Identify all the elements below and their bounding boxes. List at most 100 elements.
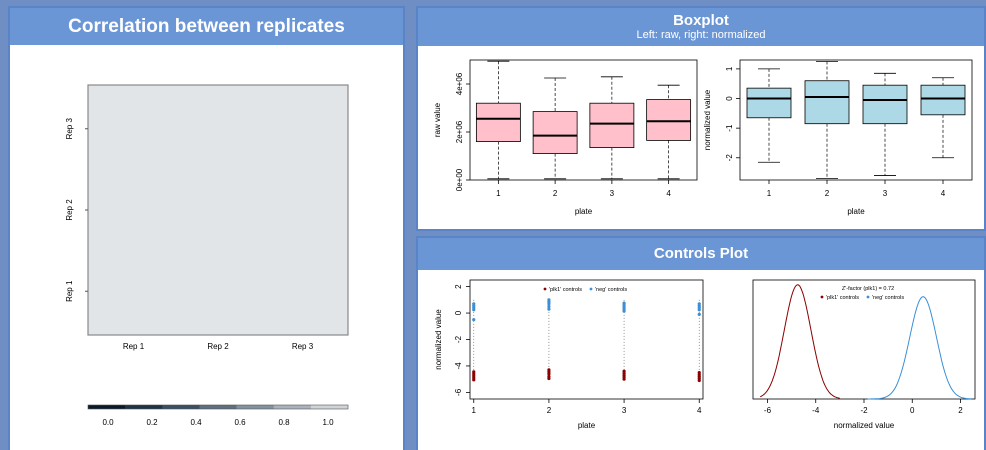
density-curve (759, 284, 840, 399)
box-body (532, 111, 578, 154)
scatter-point (472, 308, 476, 312)
x-tick-label: 3 (622, 406, 627, 415)
y-tick-label: 0 (725, 96, 734, 101)
y-tick-label: 2 (454, 284, 463, 289)
colorbar-tick-label: 0.4 (190, 418, 202, 427)
x-tick-label: 2 (547, 406, 552, 415)
legend-label-plk1: 'plk1' controls (826, 295, 859, 301)
heatmap-x-label: Rep 2 (207, 342, 229, 351)
x-axis-label: plate (578, 421, 596, 430)
plot-frame (469, 59, 698, 181)
legend-label-neg: 'neg' controls (595, 287, 627, 293)
colorbar-segment (199, 405, 237, 409)
y-tick-label: 4e+06 (455, 72, 464, 95)
controls-panel-header: Controls Plot (418, 238, 984, 270)
heatmap-x-label: Rep 1 (123, 342, 145, 351)
x-axis-label: normalized value (834, 421, 895, 430)
x-tick-label: 1 (767, 189, 772, 198)
box-body (475, 102, 521, 143)
box-body (920, 84, 966, 116)
legend-label-plk1: 'plk1' controls (549, 287, 582, 293)
x-axis-label: plate (847, 207, 865, 216)
colorbar-segment (162, 405, 200, 409)
legend-marker-plk1 (820, 295, 824, 299)
correlation-panel-header: Correlation between replicates (10, 8, 403, 45)
scatter-point (622, 309, 626, 313)
box-body (589, 102, 635, 149)
scatter-point (697, 308, 701, 312)
x-tick-label: 3 (883, 189, 888, 198)
box-body (646, 99, 692, 141)
scatter-point (472, 378, 476, 382)
correlation-heatmap: Rep 1 Rep 2 Rep 3 Rep 1 Rep 2 Rep 3 0.0 0.2 0.4 0… (65, 84, 349, 427)
x-tick-label: 1 (472, 406, 477, 415)
plot-frame (752, 279, 976, 400)
y-axis-label: raw value (433, 102, 442, 137)
x-tick-label: -2 (860, 406, 868, 415)
heatmap-y-label: Rep 1 (65, 280, 74, 302)
colorbar-frame (87, 404, 349, 410)
boxplot-panel-title: Boxplot (673, 12, 729, 29)
y-tick-label: -2 (725, 154, 734, 162)
colorbar-segment (88, 405, 126, 409)
heatmap-x-label: Rep 3 (292, 342, 314, 351)
colorbar-segment (273, 405, 312, 409)
colorbar-tick-label: 0.6 (234, 418, 246, 427)
controls-panel-title: Controls Plot (653, 245, 749, 262)
density-title: Z'-factor (plk1) = 0.72 (842, 286, 894, 292)
scatter-point (547, 372, 551, 376)
scatter-point (697, 378, 701, 383)
y-tick-label: -2 (454, 335, 463, 343)
heatmap-y-label: Rep 3 (65, 118, 74, 140)
scatter-point (697, 312, 701, 316)
heatmap-y-label: Rep 2 (65, 199, 74, 221)
controls-density-plot: -6 -4 -2 0 2 Z'-factor (plk1) = 0.72 'plk1' co… (752, 279, 976, 430)
colorbar-segment (125, 405, 163, 409)
y-axis-label: normalized value (703, 89, 712, 150)
density-curve (867, 296, 972, 400)
colorbar-segment (310, 405, 349, 409)
box-body (746, 87, 792, 119)
x-axis-label: plate (575, 207, 593, 216)
colorbar-tick-label: 0.2 (146, 418, 158, 427)
y-tick-label: -6 (454, 388, 463, 396)
boxplot-panel-subtitle: Left: raw, right: normalized (636, 29, 766, 41)
scatter-point (472, 318, 476, 322)
scatter-point (547, 302, 551, 306)
plot-frame (739, 59, 973, 181)
colorbar-tick-label: 0.0 (102, 418, 114, 427)
x-tick-label: 4 (941, 189, 946, 198)
y-axis-label: normalized value (434, 309, 443, 370)
colorbar-segment (236, 405, 275, 409)
y-tick-label: 0e+00 (455, 168, 464, 191)
x-tick-label: 2 (958, 406, 963, 415)
scatter-point (547, 304, 551, 309)
box-body (862, 84, 908, 125)
heatmap-area (87, 84, 349, 336)
scatter-point (547, 307, 551, 311)
y-tick-label: -4 (454, 362, 463, 370)
scatter-point (622, 377, 626, 381)
legend-marker-neg (589, 287, 593, 291)
x-tick-label: 3 (610, 189, 615, 198)
legend-marker-neg (866, 295, 870, 299)
x-tick-label: 2 (825, 189, 830, 198)
x-tick-label: -6 (764, 406, 772, 415)
x-tick-label: 1 (496, 189, 501, 198)
x-tick-label: 0 (910, 406, 915, 415)
y-tick-label: 2e+06 (455, 120, 464, 143)
plot-frame (469, 279, 704, 400)
legend-label-neg: 'neg' controls (872, 295, 904, 301)
box-body (804, 80, 850, 125)
y-tick-label: 0 (454, 310, 463, 315)
x-tick-label: 4 (666, 189, 671, 198)
y-tick-label: 1 (725, 66, 734, 71)
normalized-boxplot: 1 2 3 4 -2 -1 0 1 plate normalized value (703, 59, 973, 216)
x-tick-label: 2 (553, 189, 558, 198)
x-tick-label: -4 (812, 406, 820, 415)
x-tick-label: 4 (697, 406, 702, 415)
correlation-panel-title: Correlation between replicates (68, 16, 345, 37)
scatter-point (547, 376, 551, 381)
boxplot-panel-header: Boxplot Left: raw, right: normalized (418, 8, 984, 46)
controls-panel: Controls Plot (416, 236, 986, 450)
